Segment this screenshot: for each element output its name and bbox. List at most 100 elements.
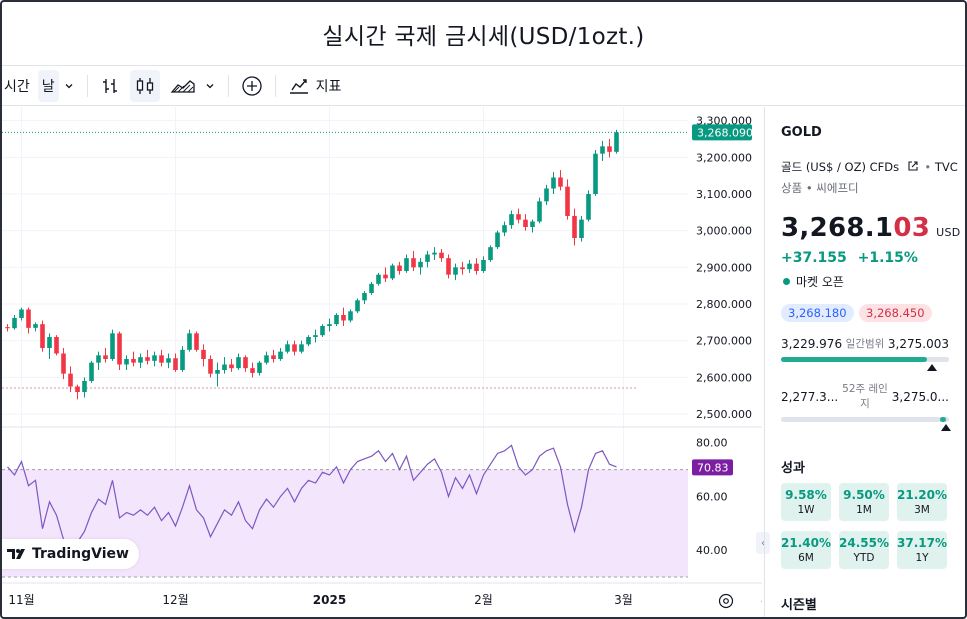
year-range-current [939, 417, 946, 422]
symbol-description: 골드 (US$ / OZ) CFDs • TVC [781, 159, 958, 175]
candle-body [397, 265, 402, 271]
candle-body [138, 357, 143, 363]
bid-price: 3,268.180 [781, 304, 854, 322]
symbol-details-panel: GOLD 골드 (US$ / OZ) CFDs • TVC 상품 • 씨에프디 … [764, 107, 965, 617]
candle-body [103, 355, 108, 359]
time-tick-label: 2월 [474, 593, 493, 607]
candle-body [243, 357, 248, 369]
candle-body [502, 225, 507, 233]
candle-body [488, 247, 493, 260]
candle-body [299, 344, 304, 352]
currency-label: USD [936, 226, 961, 239]
candle-body [215, 370, 220, 374]
symbol-source: TVC [934, 160, 958, 174]
interval-menu-button[interactable]: 시간 [2, 70, 34, 102]
candle-body [33, 324, 38, 328]
candle-body [187, 333, 192, 350]
performance-cell-3m[interactable]: 21.20% 3M [897, 483, 947, 521]
symbol-subtype-text: 씨에프디 [816, 181, 859, 195]
candle-body [320, 326, 325, 336]
day-range-bar [781, 357, 949, 362]
tradingview-logo-text: TradingView [32, 546, 129, 562]
performance-value: 9.50% [843, 488, 885, 502]
candle-body [607, 146, 612, 152]
candle-body [313, 335, 318, 337]
candle-body [432, 252, 437, 255]
indicators-icon [289, 78, 308, 94]
candle-body [495, 232, 500, 248]
performance-value: 21.20% [897, 488, 947, 502]
candle-body [236, 357, 241, 369]
bar-style-button[interactable] [96, 70, 124, 102]
compare-button[interactable] [237, 70, 267, 102]
candle-body [40, 324, 45, 348]
gear-icon [718, 593, 734, 609]
candle-body [460, 267, 465, 270]
candle-body [152, 355, 157, 361]
candle-body [117, 333, 122, 365]
chart-style-dropdown-button[interactable] [200, 70, 220, 102]
indicators-label: 지표 [315, 78, 342, 95]
performance-cell-6m[interactable]: 21.40% 6M [781, 531, 831, 569]
candle-body [68, 373, 73, 387]
title-bar: 실시간 국제 금시세(USD/1ozt.) [2, 2, 965, 66]
candle-body [271, 355, 276, 359]
tradingview-logo[interactable]: TradingView [2, 539, 139, 569]
performance-cell-ytd[interactable]: 24.55% YTD [839, 531, 889, 569]
interval-day-button[interactable]: 날 [37, 69, 59, 102]
price-tick-label: 2,500.000 [696, 408, 752, 421]
chart-settings-button[interactable] [718, 593, 734, 613]
candle-body [453, 267, 458, 275]
candle-body [509, 214, 514, 226]
year-range-label: 52주 레인지 [842, 383, 888, 410]
candle-body [201, 349, 206, 359]
candle-body [327, 324, 332, 326]
change-percent: +1.15% [857, 250, 918, 266]
interval-value: 날 [41, 78, 55, 95]
indicators-button[interactable]: 지표 [284, 70, 346, 102]
candle-body [89, 362, 94, 381]
external-link-icon[interactable] [907, 160, 919, 172]
year-range-marker [940, 424, 951, 431]
day-range-fill [781, 357, 928, 362]
candle-body [278, 351, 283, 359]
candle-body [348, 311, 353, 321]
candle-body [376, 274, 381, 284]
candle-body [131, 359, 136, 363]
toolbar-divider [227, 74, 229, 97]
toolbar-divider [274, 74, 276, 97]
last-price-main: 3,268.1 [781, 213, 894, 243]
performance-cell-1w[interactable]: 9.58% 1W [781, 483, 831, 521]
year-high: 3,275.0... [891, 390, 949, 404]
candle-body [257, 362, 262, 373]
candle-body [425, 254, 430, 262]
performance-cell-1m[interactable]: 9.50% 1M [839, 483, 889, 521]
symbol-type-text: 상품 [781, 181, 803, 195]
interval-dropdown-button[interactable] [59, 70, 79, 102]
collapse-panel-button[interactable]: ‹ [756, 532, 770, 554]
chevron-left-icon: ‹ [761, 537, 765, 549]
market-status-text: 마켓 오픈 [796, 275, 844, 289]
candle-body [516, 214, 521, 220]
candle-body [439, 252, 444, 259]
last-price-label: 3,268.090 [697, 126, 753, 139]
performance-period: 1Y [915, 552, 929, 564]
area-chart-icon [170, 79, 195, 93]
candle-body [208, 359, 213, 374]
symbol-name[interactable]: GOLD [781, 125, 822, 140]
candle-style-button[interactable] [129, 69, 160, 102]
last-price-tail: 03 [893, 213, 931, 243]
performance-period: 1M [856, 504, 872, 516]
area-style-button[interactable] [166, 70, 200, 102]
chevron-down-icon [206, 83, 214, 88]
candle-body [355, 300, 360, 312]
candle-body [54, 337, 59, 354]
candle-body [180, 349, 185, 370]
performance-cell-1y[interactable]: 37.17% 1Y [897, 531, 947, 569]
last-price: 3,268.103 USD [781, 213, 961, 243]
candle-body [362, 293, 367, 301]
candle-body [306, 337, 311, 345]
candle-body [565, 186, 570, 216]
candle-body [390, 265, 395, 279]
